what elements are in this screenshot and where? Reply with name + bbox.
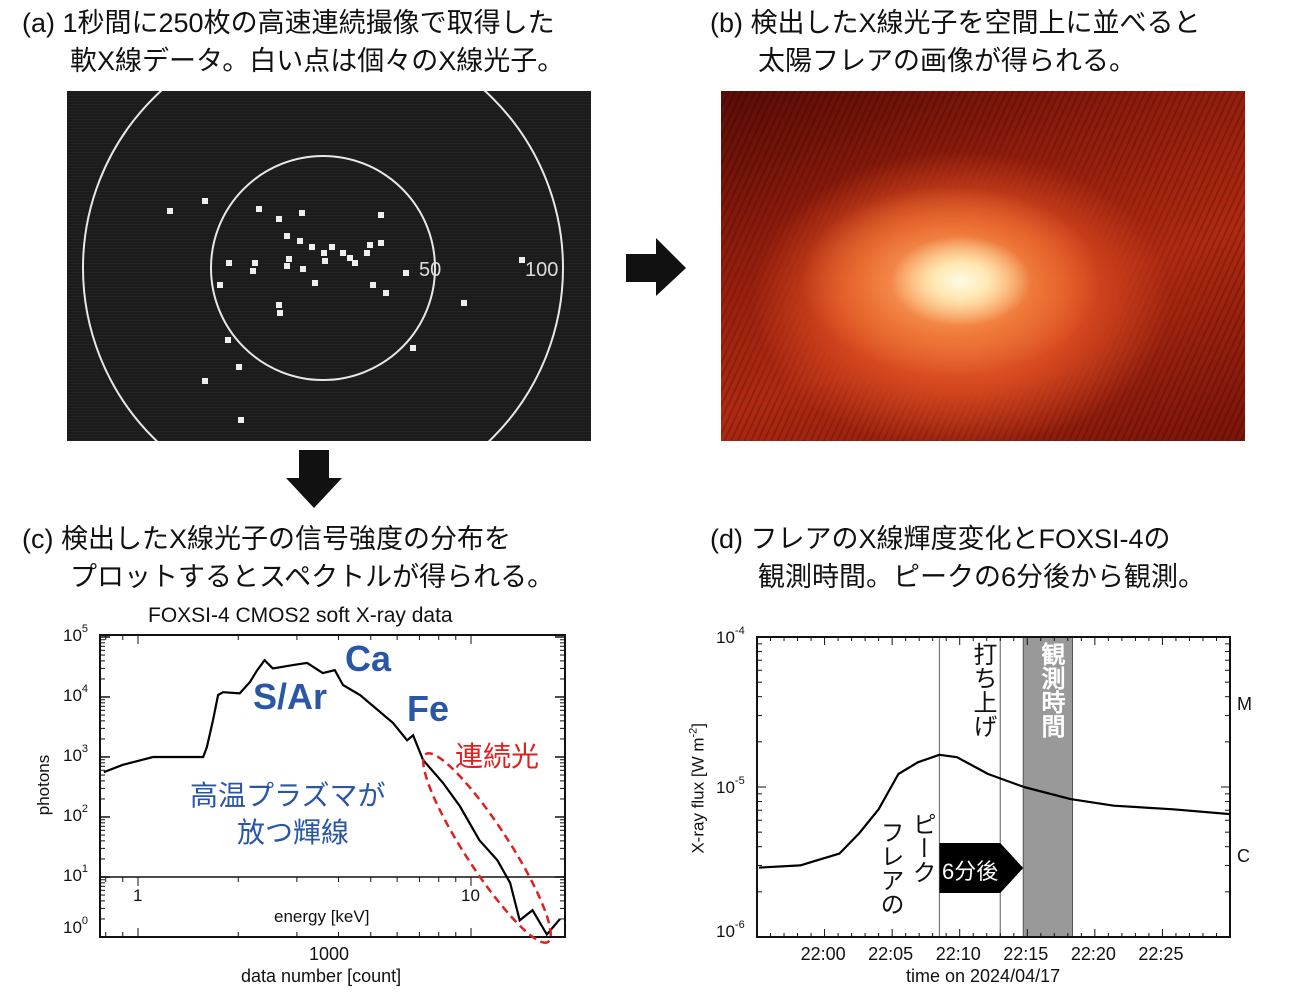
photon-dot bbox=[352, 260, 358, 266]
photon-dot bbox=[322, 258, 328, 264]
photon-dot bbox=[202, 198, 208, 204]
x-tick-label: 22:10 bbox=[935, 944, 981, 964]
label-ca: Ca bbox=[345, 638, 392, 679]
detector-rings bbox=[82, 91, 564, 441]
photon-dot bbox=[329, 244, 335, 250]
photon-dot bbox=[297, 238, 303, 244]
photon-dot bbox=[202, 378, 208, 384]
caption-d-line2: 観測時間。ピークの6分後から観測。 bbox=[758, 562, 1206, 592]
chart-c-title: FOXSI-4 CMOS2 soft X-ray data bbox=[148, 604, 453, 627]
x-tick-label: 1000 bbox=[309, 944, 350, 964]
energy-tick-label: 1 bbox=[133, 886, 143, 905]
photon-dot bbox=[321, 250, 327, 256]
photon-dot bbox=[367, 242, 373, 248]
chart-c-ylabel: photons bbox=[34, 754, 53, 816]
chart-c-frame bbox=[99, 634, 566, 938]
y-tick-label: 103 bbox=[63, 743, 89, 765]
photon-dot bbox=[252, 260, 258, 266]
x-tick-label: 22:05 bbox=[868, 944, 914, 964]
y-tick-label: 10-5 bbox=[716, 775, 745, 797]
spectrum-line bbox=[103, 658, 561, 937]
class-label-m: M bbox=[1237, 694, 1252, 714]
solar-flare-image bbox=[721, 91, 1245, 441]
photon-dot bbox=[217, 282, 223, 288]
photon-dot bbox=[286, 256, 292, 262]
y-tick-label: 102 bbox=[63, 803, 89, 825]
photon-dot bbox=[256, 206, 262, 212]
label-continuum: 連続光 bbox=[455, 741, 540, 772]
x-tick-label: 22:20 bbox=[1070, 944, 1116, 964]
photon-dot bbox=[284, 263, 290, 269]
x-tick-label: 22:00 bbox=[800, 944, 846, 964]
photon-dot bbox=[299, 210, 305, 216]
energy-axis-label: energy [keV] bbox=[274, 907, 370, 926]
chart-c-xlabel: data number [count] bbox=[241, 966, 402, 986]
photon-dot bbox=[276, 302, 282, 308]
continuum-highlight-ellipse bbox=[422, 752, 552, 944]
photon-dot bbox=[378, 212, 384, 218]
label-six-minutes-later: 6分後 bbox=[942, 859, 999, 884]
label-peak-2: ピーク bbox=[908, 812, 935, 884]
y-tick-label: 10-6 bbox=[716, 919, 745, 941]
photon-dot bbox=[403, 270, 409, 276]
photon-dot bbox=[225, 337, 231, 343]
photon-dot bbox=[277, 310, 283, 316]
energy-tick-label: 10 bbox=[461, 886, 480, 905]
photon-dot bbox=[519, 257, 525, 263]
photon-dot bbox=[340, 250, 346, 256]
label-s-ar: S/Ar bbox=[253, 676, 328, 717]
photon-dot bbox=[300, 266, 306, 272]
six-minutes-arrow bbox=[939, 843, 1024, 893]
ring-50 bbox=[210, 155, 436, 381]
photon-dot bbox=[167, 208, 173, 214]
x-tick-label: 22:25 bbox=[1138, 944, 1184, 964]
label-observation-time: 観測時間 bbox=[1037, 642, 1064, 738]
photon-dot bbox=[461, 300, 467, 306]
ring-100 bbox=[82, 91, 564, 441]
ring-label-100: 100 bbox=[525, 259, 559, 281]
photon-dot bbox=[312, 280, 318, 286]
xray-photon-frame-image: 50 100 bbox=[67, 91, 591, 441]
ring-label-50: 50 bbox=[419, 259, 442, 281]
chart-d-xlabel: time on 2024/04/17 bbox=[906, 966, 1061, 986]
observation-band bbox=[1022, 636, 1074, 938]
chart-d-ylabel: X-ray flux [W m-2] bbox=[687, 722, 708, 854]
caption-b-line2: 太陽フレアの画像が得られる。 bbox=[758, 46, 1136, 76]
photon-dot bbox=[284, 233, 290, 239]
caption-a-line1: (a) 1秒間に250枚の高速連続撮像で取得した bbox=[22, 8, 555, 38]
photon-dot bbox=[410, 345, 416, 351]
y-tick-label: 100 bbox=[63, 915, 89, 937]
y-tick-label: 104 bbox=[63, 683, 89, 705]
photon-dot bbox=[250, 268, 256, 274]
caption-d-line1: (d) フレアのX線輝度変化とFOXSI-4の bbox=[710, 524, 1171, 554]
label-emission-lines-2: 放つ輝線 bbox=[237, 817, 350, 848]
caption-b-line1: (b) 検出したX線光子を空間上に並べると bbox=[710, 8, 1201, 38]
arrow-right-icon bbox=[626, 238, 686, 296]
caption-c-line1: (c) 検出したX線光子の信号強度の分布を bbox=[22, 524, 511, 554]
photon-dot bbox=[347, 255, 353, 261]
x-tick-label: 22:15 bbox=[1003, 944, 1049, 964]
photon-dot bbox=[236, 364, 242, 370]
y-tick-label: 101 bbox=[63, 863, 89, 885]
label-peak-1: フレアの bbox=[876, 820, 903, 916]
class-label-c: C bbox=[1237, 846, 1250, 866]
photon-dot bbox=[309, 244, 315, 250]
label-launch: 打ち上げ bbox=[969, 642, 996, 738]
arrow-down-icon bbox=[286, 450, 342, 508]
photon-dot bbox=[226, 260, 232, 266]
label-fe: Fe bbox=[407, 688, 450, 729]
photon-dot bbox=[378, 240, 384, 246]
y-tick-label: 10-4 bbox=[716, 625, 745, 647]
photon-dot bbox=[276, 216, 282, 222]
photon-dot bbox=[370, 282, 376, 288]
label-emission-lines-1: 高温プラズマが bbox=[190, 780, 386, 811]
photon-dot bbox=[364, 250, 370, 256]
caption-c-line2: プロットするとスペクトルが得られる。 bbox=[70, 562, 555, 592]
photon-dot bbox=[383, 290, 389, 296]
photon-dot bbox=[238, 417, 244, 423]
y-tick-label: 105 bbox=[63, 623, 89, 645]
caption-a-line2: 軟X線データ。白い点は個々のX線光子。 bbox=[70, 46, 565, 76]
